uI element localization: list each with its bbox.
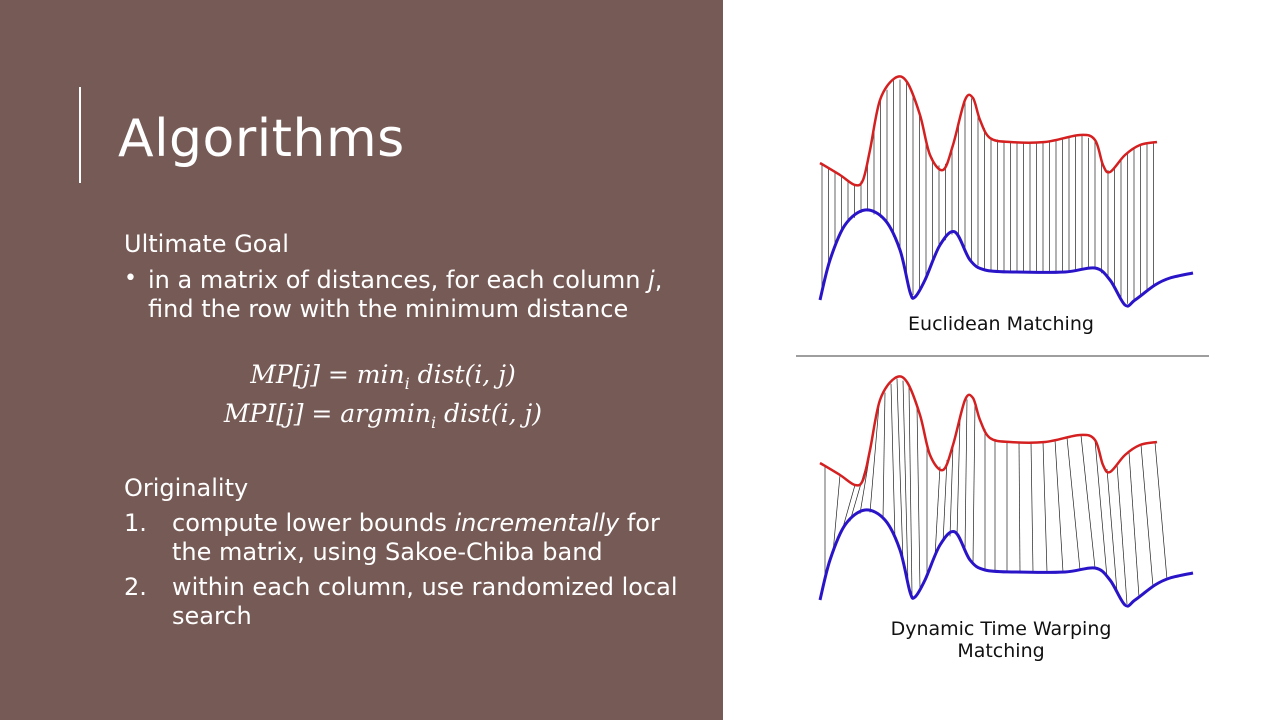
match-line [1094,439,1108,578]
match-line [964,399,968,551]
match-line [1140,444,1154,587]
bottom-figure-caption: Dynamic Time Warping Matching [890,618,1112,662]
match-line [908,387,913,595]
match-line [890,383,896,541]
red-series-curve [819,375,1158,487]
match-line [896,378,904,563]
slide-title: Algorithms [118,109,405,169]
match-line [1106,468,1118,592]
match-line [1154,442,1168,580]
match-line [1080,435,1096,569]
match-line [916,407,921,589]
match-line [902,380,909,584]
match-line [832,474,841,554]
list-number: 1. [124,509,147,537]
blue-series-curve [818,508,1194,608]
originality-heading: Originality [124,474,249,502]
match-line [1116,464,1128,605]
formula-mp: MP[j] = mini dist(i, j) [250,360,516,393]
match-line [949,444,954,537]
match-line [956,418,961,536]
formula-mpi: MPI[j] = argmini dist(i, j) [223,399,543,432]
match-line [869,404,880,513]
match-line [1128,452,1140,598]
euclidean-matching-figure [818,75,1194,308]
dtw-matching-figure [818,375,1194,608]
goal-bullet: in a matrix of distances, for each colum… [148,266,663,323]
match-line [972,404,976,563]
match-line [1030,441,1034,573]
dtw-match-lines [824,378,1168,605]
bullet-icon: • [124,266,137,291]
list-item: compute lower bounds incrementally for t… [172,509,660,566]
left-panel: Algorithms Ultimate Goal • in a matrix o… [0,0,723,720]
match-line [882,392,886,520]
red-series-curve [819,75,1158,187]
figure-divider [796,355,1209,357]
blue-series-curve [818,208,1194,308]
goal-heading: Ultimate Goal [124,230,289,258]
match-line [1066,437,1081,571]
match-line [1042,441,1048,573]
euclidean-match-lines [821,79,1154,304]
match-line [1054,439,1064,573]
match-line [942,459,948,543]
title-accent-bar [79,87,81,183]
list-number: 2. [124,573,147,601]
match-line [1018,441,1021,573]
match-line [934,466,941,557]
list-item: within each column, use randomized local… [172,573,678,630]
top-figure-caption: Euclidean Matching [908,313,1094,335]
